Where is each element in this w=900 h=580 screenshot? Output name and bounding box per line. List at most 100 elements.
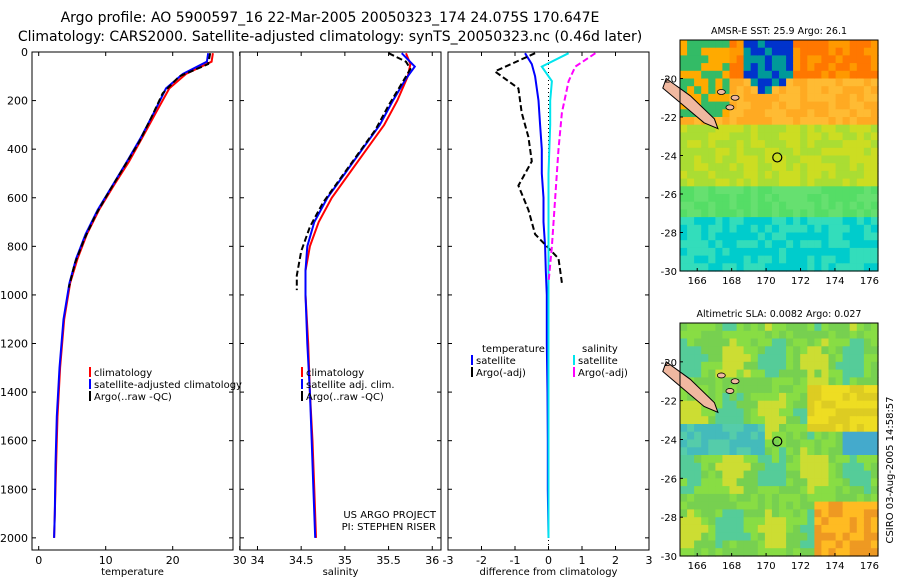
sst_map-heatmap-cells	[680, 40, 879, 272]
sst_map-cell	[736, 217, 745, 226]
sst_map-cell	[849, 247, 858, 257]
sla_map-cell	[722, 517, 731, 526]
sla_map-cell	[821, 470, 830, 479]
sst_map-cell	[757, 232, 766, 241]
sst_map-cell	[835, 209, 844, 218]
sst_map-cell	[708, 170, 716, 180]
sla_map-cell	[694, 548, 702, 557]
sst_map-cell	[870, 117, 879, 126]
sst_map-cell	[764, 132, 773, 141]
sla_map-cell	[814, 493, 823, 503]
sla_map-cell	[842, 377, 851, 386]
sla_map-cell	[722, 462, 731, 472]
legend-temperature-label: satellite	[476, 356, 516, 367]
sla_map-cell	[715, 323, 724, 332]
sla_map-cell	[793, 470, 801, 479]
sst_map-cell	[793, 240, 801, 249]
sst_map-cell	[729, 140, 738, 149]
header-line-2: Climatology: CARS2000. Satellite-adjuste…	[17, 29, 643, 45]
sst_map-cell	[715, 163, 724, 172]
sla_map-cell	[736, 524, 745, 534]
sst_map-cell	[722, 263, 731, 272]
sla_map-cell	[828, 462, 837, 472]
sst_map-cell	[687, 140, 695, 149]
sst_map-cell	[807, 240, 815, 249]
sst_map-cell	[764, 263, 773, 272]
sst_map-cell	[842, 132, 851, 141]
sst_map-cell	[821, 224, 830, 234]
sla_map-cell	[793, 369, 801, 378]
sst_map-cell	[800, 70, 808, 80]
sla_map-cell	[863, 509, 872, 518]
sla_map-cell	[736, 532, 745, 542]
sst_map-cell	[870, 155, 879, 164]
temperature-legend-label: Argo(..raw -QC)	[94, 392, 172, 403]
sla_map-cell	[743, 346, 752, 355]
sla_map-cell	[715, 447, 724, 456]
sst_map-cell	[814, 78, 823, 87]
sst_map-cell	[807, 86, 815, 95]
sla_map-cell	[736, 354, 745, 363]
sst_map-cell	[779, 217, 787, 226]
sst_map-cell	[793, 55, 801, 64]
sla_map-cell	[835, 509, 844, 518]
sla_map-cell	[722, 392, 731, 402]
sla_map-cell	[771, 439, 780, 448]
sst_map-cell	[764, 209, 773, 218]
sst_map-cell	[814, 263, 823, 272]
sst_map-cell	[715, 109, 724, 118]
sla_map-cell	[835, 486, 844, 495]
sst_map-cell	[856, 240, 865, 249]
sla_map-cell	[849, 524, 858, 534]
sst_map-cell	[842, 240, 851, 249]
sla_map-cell	[757, 540, 766, 549]
sst_map-cell	[800, 47, 808, 56]
sst_map-cell	[870, 178, 879, 187]
sst_map-cell	[708, 209, 716, 218]
sst_map-cell	[708, 132, 716, 141]
sst_map-cell	[821, 93, 830, 103]
sst_map-cell	[757, 132, 766, 141]
sst_map-cell	[743, 109, 752, 118]
sst_map-cell	[750, 124, 759, 133]
sst_map-cell	[814, 178, 823, 187]
sst_map-cell	[750, 63, 759, 72]
sla_map-cell	[750, 416, 759, 425]
sla_map-cell	[743, 447, 752, 456]
sla_map-cell	[856, 400, 865, 410]
sla_map-cell	[821, 439, 830, 448]
sla_map-cell	[736, 455, 745, 464]
sla_map-cell	[694, 338, 702, 347]
sst_map-cell	[743, 70, 752, 80]
sst_map-cell	[687, 40, 695, 49]
sla_map-cell	[779, 493, 787, 503]
sla_map-cell	[722, 532, 731, 542]
sst_map-cell	[807, 217, 815, 226]
sla_map-cell	[821, 486, 830, 495]
sst_map-cell	[708, 255, 716, 264]
sla_map-cell	[835, 330, 844, 340]
sla_map-cell	[835, 346, 844, 355]
sst_map-cell	[722, 86, 731, 95]
sla_map-cell	[708, 540, 716, 549]
sst_map-cell	[680, 147, 688, 157]
sla_map-cell	[849, 323, 858, 332]
sla_map-cell	[736, 416, 745, 425]
sst_map-cell	[786, 132, 794, 141]
sst_map-cell	[863, 247, 872, 257]
sla_map-cell	[708, 330, 716, 340]
sla_map-cell	[863, 524, 872, 534]
sla_map-cell	[842, 524, 851, 534]
sst_map-cell	[680, 109, 688, 118]
sla_map-cell	[793, 338, 801, 347]
sla_map-cell	[863, 330, 872, 340]
sla_map-cell	[856, 532, 865, 542]
sst_map-cell	[750, 70, 759, 80]
sst_map-cell	[771, 247, 780, 257]
sla_map-cell	[870, 486, 879, 495]
sla_map-cell	[828, 338, 837, 347]
sst_map-cell	[722, 132, 731, 141]
sst_map-cell	[786, 140, 794, 149]
sla_map-cell	[786, 323, 794, 332]
sla_map-cell	[743, 369, 752, 378]
